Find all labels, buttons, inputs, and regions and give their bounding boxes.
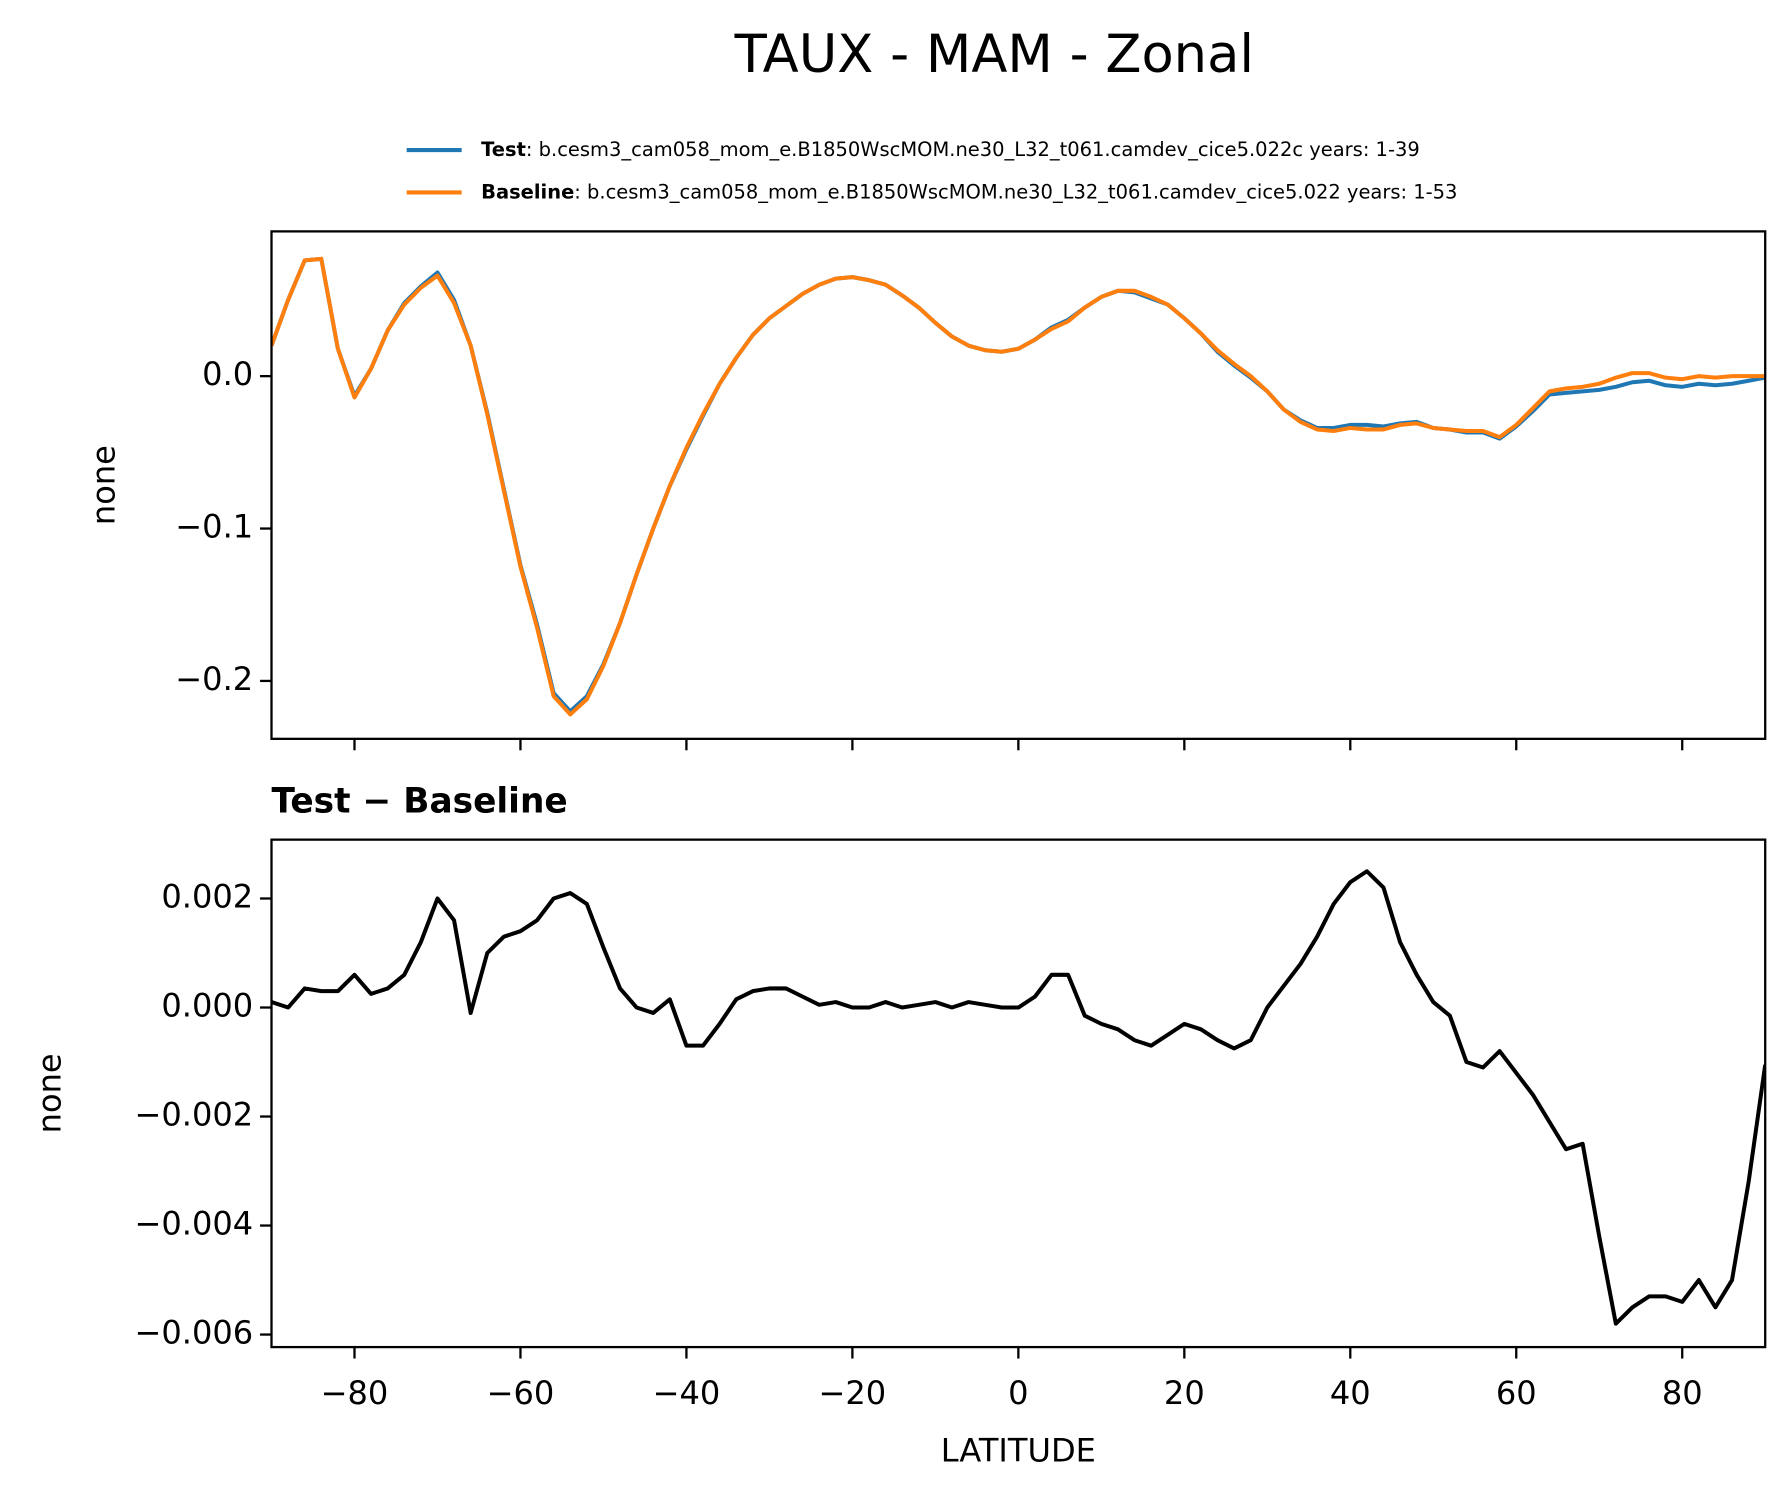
legend-entry: Baseline: b.cesm3_cam058_mom_e.B1850WscM… (481, 180, 1457, 203)
legend-name: Baseline (481, 180, 574, 203)
y-tick-label: −0.002 (135, 1096, 254, 1134)
legend-entry: Test: b.cesm3_cam058_mom_e.B1850WscMOM.n… (481, 138, 1420, 161)
x-axis-label: LATITUDE (941, 1431, 1096, 1469)
y-axis-label: none (31, 1053, 69, 1133)
data-line (271, 256, 1766, 717)
y-tick-label: 0.000 (161, 987, 253, 1025)
x-tick-label: 0 (1008, 1374, 1028, 1412)
data-line (271, 869, 1766, 1326)
figure-title: TAUX - MAM - Zonal (734, 24, 1254, 85)
x-tick-label: 40 (1330, 1374, 1371, 1412)
legend-description: : b.cesm3_cam058_mom_e.B1850WscMOM.ne30_… (574, 180, 1457, 203)
legend-description: : b.cesm3_cam058_mom_e.B1850WscMOM.ne30_… (526, 138, 1420, 161)
axes-frame (270, 838, 1767, 1349)
y-tick-label: −0.006 (135, 1314, 254, 1352)
x-tick-label: −20 (819, 1374, 887, 1412)
y-tick-label: −0.2 (175, 660, 253, 698)
x-tick-label: 80 (1662, 1374, 1703, 1412)
legend-name: Test (481, 138, 526, 161)
y-axis-label: none (84, 445, 122, 525)
axes-frame (270, 230, 1767, 740)
y-tick-label: 0.002 (161, 878, 253, 916)
x-tick-label: −80 (321, 1374, 389, 1412)
x-tick-label: −40 (653, 1374, 721, 1412)
y-tick-label: 0.0 (202, 355, 253, 393)
x-tick-label: −60 (487, 1374, 555, 1412)
y-tick-label: −0.1 (175, 508, 253, 546)
x-tick-label: 60 (1496, 1374, 1537, 1412)
x-tick-label: 20 (1164, 1374, 1205, 1412)
axes-title: Test − Baseline (272, 781, 568, 821)
y-tick-label: −0.004 (135, 1205, 254, 1243)
